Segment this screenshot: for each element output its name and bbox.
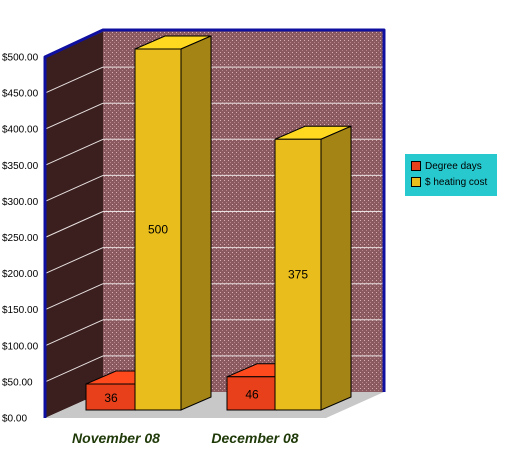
data-label: 36 (104, 391, 118, 405)
gridline-side (44, 66, 104, 94)
bar-heating-cost-november-08: 500 (134, 35, 212, 411)
y-tick-label: $150.00 (2, 305, 39, 316)
y-tick-label: $200.00 (2, 269, 39, 280)
bar-side-face (320, 125, 352, 411)
y-tick-label: $350.00 (2, 161, 39, 172)
legend: Degree days $ heating cost (405, 154, 497, 196)
bar-heating-cost-december-08: 375 (274, 125, 352, 411)
y-tick-label: $450.00 (2, 89, 39, 100)
y-axis: $0.00 $50.00 $100.00 $150.00 $200.00 $250.00 $… (2, 53, 39, 425)
gridline-side (44, 102, 104, 130)
legend-item-heating-cost: $ heating cost (411, 174, 491, 190)
gridline-side (44, 138, 104, 166)
y-tick-label: $100.00 (2, 341, 39, 352)
gridline-side (44, 211, 104, 238)
x-axis: November 08 December 08 (72, 430, 299, 446)
gridline-side (44, 247, 104, 275)
legend-swatch-degree-days (411, 161, 421, 171)
data-label: 46 (245, 387, 259, 401)
gridline-side (44, 319, 104, 347)
legend-swatch-heating-cost (411, 177, 421, 187)
legend-label-degree-days: Degree days (425, 160, 482, 172)
y-tick-label: $300.00 (2, 197, 39, 208)
chart-frame (43, 28, 386, 418)
legend-item-degree-days: Degree days (411, 158, 491, 174)
y-tick-label: $400.00 (2, 125, 39, 136)
bar-side-face (180, 35, 212, 411)
x-category-label: November 08 (72, 430, 160, 446)
bar-front-face (134, 48, 182, 411)
y-tick-label: $250.00 (2, 233, 39, 244)
data-label: 375 (288, 268, 308, 282)
gridline-side (44, 283, 104, 311)
gridline-side (44, 174, 104, 202)
bars: 36 500 46 375 (85, 35, 352, 411)
x-category-label: December 08 (211, 430, 298, 446)
y-tick-label: $50.00 (2, 377, 33, 388)
y-tick-label: $500.00 (2, 53, 39, 64)
data-label: 500 (148, 223, 168, 237)
legend-label-heating-cost: $ heating cost (425, 176, 488, 188)
gridline-side (44, 355, 104, 383)
bar-front-face (274, 138, 322, 411)
y-tick-label: $0.00 (2, 414, 27, 425)
